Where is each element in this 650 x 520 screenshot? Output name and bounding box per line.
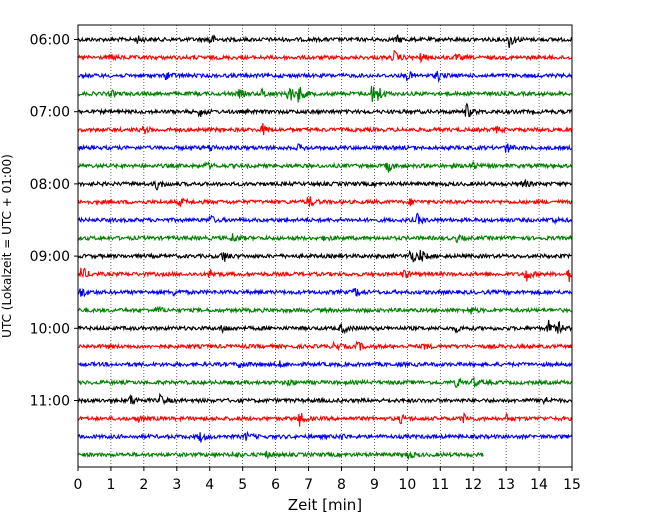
- x-tick-label: 8: [337, 477, 346, 493]
- x-tick-label: 13: [497, 477, 515, 493]
- x-tick-label: 11: [431, 477, 449, 493]
- seismogram-trace: [77, 376, 573, 389]
- x-tick-label: 15: [563, 477, 581, 493]
- seismogram-trace: [77, 34, 573, 48]
- seismogram-trace: [77, 123, 573, 136]
- y-axis-ticks: 06:00 07:00 08:00 09:00 10:00 11:00: [30, 33, 78, 410]
- x-tick-label: 7: [304, 477, 313, 493]
- seismogram-trace: [77, 319, 573, 335]
- y-tick-label: 06:00: [30, 33, 70, 49]
- x-tick-label: 0: [74, 477, 83, 493]
- x-tick-label: 10: [398, 477, 416, 493]
- x-tick-label: 5: [238, 477, 247, 493]
- seismogram-trace: [77, 49, 573, 64]
- seismogram-trace: [77, 392, 573, 406]
- seismogram-trace: [77, 287, 573, 298]
- plot-frame: [77, 24, 573, 468]
- seismogram-trace: [77, 102, 573, 118]
- y-axis-label: UTC (Lokalzeit = UTC + 01:00): [0, 154, 14, 338]
- seismogram-trace: [77, 212, 573, 225]
- seismogram-trace: [77, 160, 573, 173]
- y-tick-label: 07:00: [30, 105, 70, 121]
- seismogram-trace: [77, 85, 573, 103]
- seismogram-trace: [77, 70, 573, 84]
- y-tick-label: 11:00: [30, 394, 70, 410]
- x-tick-label: 12: [464, 477, 482, 493]
- x-tick-label: 14: [530, 477, 548, 493]
- seismogram-trace: [77, 430, 573, 443]
- x-tick-label: 2: [139, 477, 148, 493]
- x-tick-label: 1: [106, 477, 115, 493]
- seismogram-trace: [77, 360, 573, 369]
- seismogram-trace: [77, 450, 484, 460]
- seismogram-trace: [77, 196, 573, 209]
- x-tick-label: 3: [172, 477, 181, 493]
- seismogram-trace: [77, 178, 573, 191]
- x-axis-label: Zeit [min]: [288, 496, 362, 514]
- x-tick-label: 6: [271, 477, 280, 493]
- seismogram-trace: [77, 267, 573, 283]
- trace-group: [77, 34, 573, 460]
- x-tick-label: 9: [370, 477, 379, 493]
- seismogram-trace: [77, 233, 573, 244]
- y-tick-label: 10:00: [30, 321, 70, 337]
- y-tick-label: 08:00: [30, 177, 70, 193]
- seismogram-trace: [77, 340, 573, 352]
- seismogram-trace: [77, 249, 573, 263]
- x-axis-ticks: 0 1 2 3 4 5 6 7 8 9 10 11 12 13 14 15: [74, 467, 581, 493]
- x-tick-label: 4: [205, 477, 214, 493]
- seismogram-trace: [77, 412, 573, 427]
- y-tick-label: 09:00: [30, 249, 70, 265]
- seismogram-trace: [77, 143, 573, 153]
- seismogram-trace: [77, 305, 573, 315]
